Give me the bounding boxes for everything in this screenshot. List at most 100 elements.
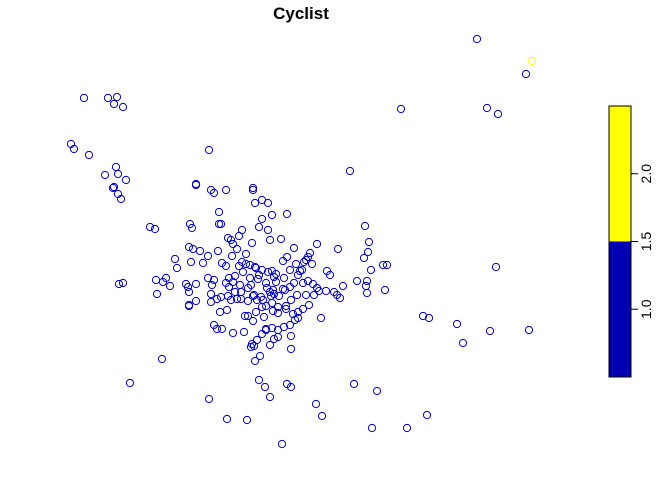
data-point [221,185,231,195]
data-point [458,338,468,348]
data-point [485,326,495,336]
data-point [262,283,272,293]
data-point [482,103,492,113]
data-point [299,257,309,267]
data-point [109,182,119,192]
data-point [524,325,534,335]
data-point [265,235,275,245]
data-point [214,219,224,229]
data-point [187,223,197,233]
data-point [206,289,216,299]
data-point [221,261,231,271]
data-point [228,328,238,338]
data-point [305,248,315,258]
data-point [261,325,271,335]
data-point [254,375,264,385]
legend-color-bin [609,106,631,242]
data-point [273,302,283,312]
data-point [265,340,275,350]
data-point [84,150,94,160]
map-title: Cyclist [273,4,329,23]
data-point [246,280,256,290]
data-point [349,379,359,389]
data-point [250,356,260,366]
data-point [242,415,252,425]
data-point [103,93,113,103]
data-point [204,145,214,155]
data-point [108,183,118,193]
data-point [234,231,244,241]
data-point [452,319,462,329]
data-point [273,308,283,318]
data-point [274,291,284,301]
legend-bins [609,106,631,377]
data-point [247,238,257,248]
data-point [217,324,227,334]
data-point [325,270,335,280]
data-point [380,285,390,295]
data-point [301,255,311,265]
data-point [378,260,388,270]
data-point [234,261,244,271]
data-point [402,423,412,433]
data-point [282,209,292,219]
data-point [321,286,331,296]
data-point [265,392,275,402]
data-point [268,285,278,295]
data-point [114,279,124,289]
data-point [298,278,308,288]
data-point [292,290,302,300]
data-point [214,207,224,217]
data-point [288,309,298,319]
data-point [157,354,167,364]
data-point [121,175,131,185]
data-point [232,244,242,254]
data-point [364,237,374,247]
data-point [181,279,191,289]
data-point [418,311,428,321]
data-point [118,102,128,112]
data-point [266,291,276,301]
legend-tick-label: 1.5 [638,232,654,252]
data-point [282,252,292,262]
data-point [195,246,205,256]
data-point [113,169,123,179]
data-point [116,194,126,204]
data-point [491,262,501,272]
data-point [298,304,308,314]
data-point [212,324,222,334]
data-point [230,287,240,297]
data-point [251,263,261,273]
data-point [521,69,531,79]
data-point [112,92,122,102]
data-point [372,386,382,396]
data-point [271,277,281,287]
data-point [276,234,286,244]
data-point [170,254,180,264]
data-point [186,257,196,267]
data-point [191,279,201,289]
data-point [269,272,279,282]
data-point [289,278,299,288]
data-point [472,34,482,44]
legend-tick-label: 2.0 [638,164,654,184]
data-point [118,278,128,288]
data-point [493,109,503,119]
legend-ticks: 1.0 1.5 2.0 [631,164,654,319]
data-point [360,221,370,231]
data-point [352,276,362,286]
data-point [248,291,258,301]
data-point [286,331,296,341]
data-point [367,423,377,433]
data-point [258,295,268,305]
data-point [345,166,355,176]
data-point [301,290,311,300]
data-point [307,259,317,269]
data-point [251,307,261,317]
data-point [263,225,273,235]
data-point [243,283,253,293]
data-point [248,185,258,195]
data-point [304,300,314,310]
